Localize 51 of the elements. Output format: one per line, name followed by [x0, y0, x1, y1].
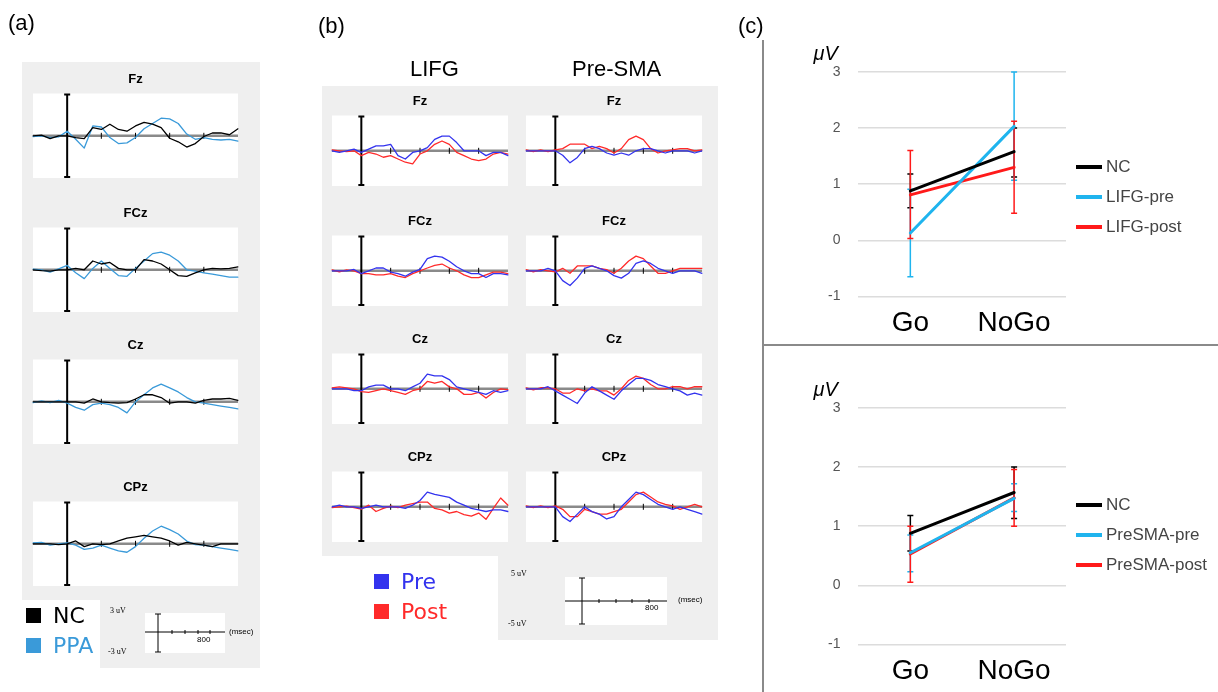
y-tick-label: 1 — [832, 175, 841, 192]
text: 800 — [645, 603, 659, 612]
text: -5 uV — [508, 619, 527, 628]
legend-label: NC — [1106, 495, 1131, 515]
legend-label: PPA — [53, 632, 94, 658]
legend-label: Post — [401, 598, 448, 624]
text: (c) — [738, 13, 764, 38]
chart-title: FCz — [408, 213, 433, 229]
y-tick-label: 0 — [832, 231, 841, 248]
legend-label: LIFG-pre — [1106, 187, 1175, 207]
text: (a) — [8, 10, 35, 35]
y-tick-label: 1 — [832, 517, 841, 534]
chart-title: Cz — [412, 331, 429, 347]
y-tick-label: -1 — [828, 287, 841, 304]
text: 800 — [197, 635, 211, 644]
x-tick-label: NoGo — [977, 653, 1051, 685]
legend-label: Pre — [401, 568, 436, 594]
legend-label: NC — [53, 602, 85, 628]
legend-label: PreSMA-post — [1106, 555, 1208, 575]
chart-title: Fz — [606, 93, 622, 109]
text: (msec) — [678, 595, 703, 604]
text: Pre-SMA — [572, 56, 662, 81]
chart-title: Fz — [128, 71, 144, 87]
chart-title: FCz — [123, 205, 148, 221]
x-tick-label: Go — [891, 653, 930, 685]
chart-title: Fz — [412, 93, 428, 109]
y-axis-title: μV — [812, 41, 840, 64]
chart-title: Cz — [606, 331, 623, 347]
chart-title: CPz — [601, 449, 627, 465]
y-tick-label: 0 — [832, 576, 841, 593]
legend-label: LIFG-post — [1106, 217, 1182, 237]
chart-title: CPz — [123, 479, 149, 495]
chart-title: FCz — [602, 213, 627, 229]
y-axis-title: μV — [812, 377, 840, 400]
x-tick-label: Go — [891, 305, 930, 337]
text: 3 uV — [110, 606, 126, 615]
legend-label: NC — [1106, 157, 1131, 177]
text: (msec) — [229, 627, 254, 636]
y-tick-label: 2 — [832, 457, 841, 474]
y-tick-label: 3 — [832, 62, 841, 79]
y-tick-label: 2 — [832, 118, 841, 135]
text: -3 uV — [108, 647, 127, 656]
y-tick-label: 3 — [832, 398, 841, 415]
legend-label: PreSMA-pre — [1106, 525, 1200, 545]
text: 5 uV — [511, 569, 527, 578]
y-tick-label: -1 — [828, 635, 841, 652]
x-tick-label: NoGo — [977, 305, 1051, 337]
chart-title: Cz — [127, 337, 144, 353]
chart-title: CPz — [407, 449, 433, 465]
text: LIFG — [410, 56, 459, 81]
text: (b) — [318, 13, 345, 38]
